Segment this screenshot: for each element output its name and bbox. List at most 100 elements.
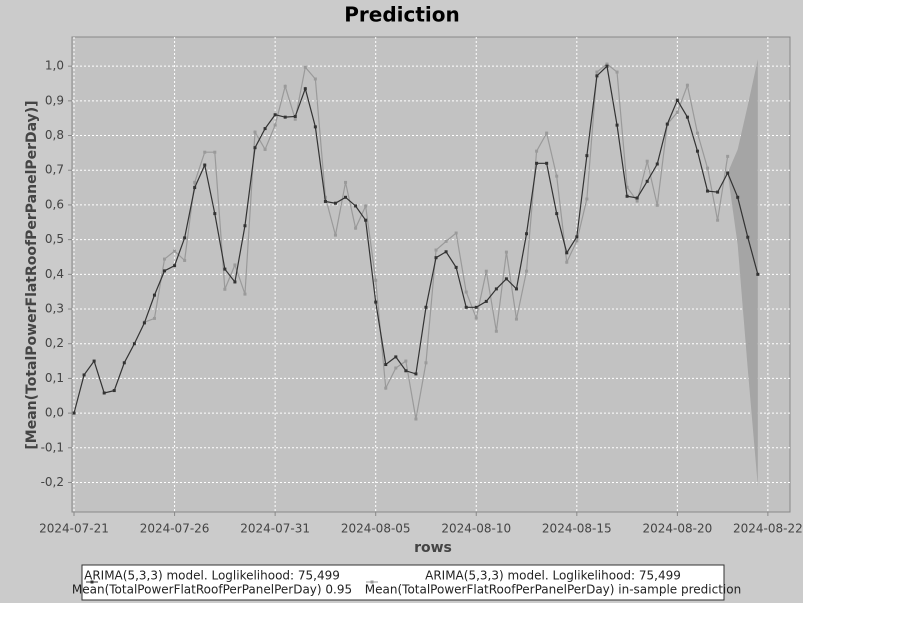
point [364, 204, 368, 208]
point [323, 199, 327, 203]
y-tick-label: 1,0 [45, 59, 64, 73]
x-tick-label: 2024-08-05 [341, 522, 411, 536]
point [474, 305, 478, 309]
point [716, 218, 720, 222]
point [545, 131, 549, 135]
point [384, 386, 388, 390]
point [313, 125, 317, 129]
point [163, 257, 167, 261]
y-tick-label: 0,5 [45, 232, 64, 246]
point [152, 293, 156, 297]
point [685, 115, 689, 119]
y-tick-label: -0,2 [41, 475, 64, 489]
point [525, 269, 529, 273]
y-tick-label: 0,6 [45, 197, 64, 211]
point [655, 162, 659, 166]
legend-label: Mean(TotalPowerFlatRoofPerPanelPerDay) 0… [72, 583, 352, 597]
y-tick-label: 0,8 [45, 128, 64, 142]
legend [81, 564, 725, 601]
legend-swatch-point [90, 580, 94, 584]
point [233, 280, 237, 284]
point [253, 146, 257, 150]
point [535, 149, 539, 153]
y-tick-label: 0,2 [45, 336, 64, 350]
point [173, 249, 177, 253]
point [565, 251, 569, 255]
point [213, 150, 217, 154]
legend-label: Mean(TotalPowerFlatRoofPerPanelPerDay) i… [365, 583, 741, 597]
point [635, 199, 639, 203]
point [595, 70, 599, 74]
point [213, 212, 217, 216]
point [243, 292, 247, 296]
point [404, 369, 408, 373]
x-tick-label: 2024-07-21 [39, 522, 109, 536]
point [102, 391, 106, 395]
point [695, 131, 699, 135]
point [645, 159, 649, 163]
legend-swatch-point [370, 580, 374, 584]
point [333, 233, 337, 237]
point [122, 361, 126, 365]
point [263, 147, 267, 151]
point [354, 226, 358, 230]
y-tick-label: 0,4 [45, 267, 64, 281]
point [233, 263, 237, 267]
point [675, 98, 679, 102]
point [675, 110, 679, 114]
y-tick-label: 0,0 [45, 406, 64, 420]
point [635, 196, 639, 200]
point [504, 277, 508, 281]
point [464, 305, 468, 309]
point [575, 235, 579, 239]
point [464, 290, 468, 294]
point [303, 65, 307, 69]
point [514, 287, 518, 291]
point [484, 269, 488, 273]
point [152, 316, 156, 320]
point [223, 267, 227, 271]
point [545, 161, 549, 165]
x-tick-label: 2024-08-22 [733, 522, 803, 536]
y-tick-label: -0,1 [41, 440, 64, 454]
point [344, 180, 348, 184]
point [726, 154, 730, 158]
point [555, 212, 559, 216]
point [253, 130, 257, 134]
point [716, 190, 720, 194]
point [173, 264, 177, 268]
point [514, 317, 518, 321]
point [605, 64, 609, 68]
point [183, 236, 187, 240]
point [685, 83, 689, 87]
point [142, 321, 146, 325]
point [293, 117, 297, 121]
point [263, 127, 267, 131]
point [756, 272, 760, 276]
point [283, 84, 287, 88]
x-tick-label: 2024-07-26 [140, 522, 210, 536]
point [273, 123, 277, 127]
point [424, 361, 428, 365]
point [92, 359, 96, 363]
point [193, 180, 197, 184]
point [273, 113, 277, 117]
point [474, 316, 478, 320]
point [293, 114, 297, 118]
point [374, 300, 378, 304]
point [364, 218, 368, 222]
point [374, 278, 378, 282]
legend-label: ARIMA(5,3,3) model. Loglikelihood: 75,49… [84, 569, 340, 583]
point [414, 372, 418, 376]
y-tick-label: 0,9 [45, 93, 64, 107]
point [193, 186, 197, 190]
x-axis-title: rows [414, 540, 452, 556]
point [203, 150, 207, 154]
y-tick-label: 0,7 [45, 163, 64, 177]
point [132, 342, 136, 346]
point [504, 250, 508, 254]
point [525, 232, 529, 236]
point [344, 195, 348, 199]
point [625, 185, 629, 189]
